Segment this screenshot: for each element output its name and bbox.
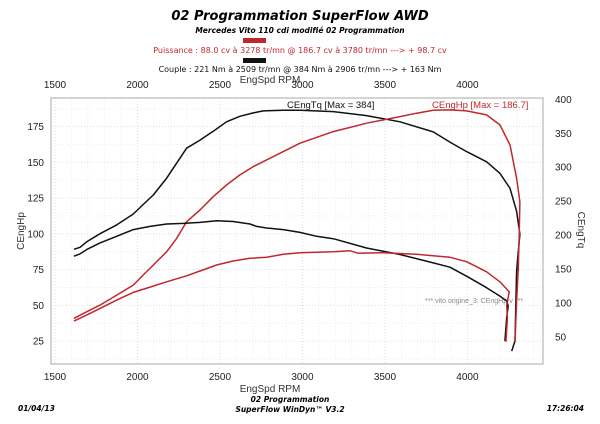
power-summary: Puissance : 88.0 cv à 3278 tr/mn @ 186.7… [153, 46, 447, 55]
torque-swatch [243, 58, 266, 63]
footer-time: 17:26:04 [547, 404, 584, 413]
y-tick-left: 150 [27, 158, 44, 169]
series-line-cenghp [73, 109, 521, 342]
y-tick-right: 200 [555, 231, 572, 242]
y-tick-right: 300 [555, 163, 572, 174]
footer-software: SuperFlow WinDyn™ V3.2 [235, 405, 344, 414]
annotation: *** vito origine_3: CEngHp-v *** [425, 298, 523, 305]
plot-frame [50, 97, 544, 365]
x-tick-top: 2000 [126, 80, 149, 91]
y-tick-left: 100 [27, 229, 44, 240]
y-tick-right: 100 [555, 298, 572, 309]
y-tick-right: 50 [555, 332, 567, 343]
power-swatch [243, 38, 266, 43]
x-tick-top: 4000 [456, 80, 479, 91]
x-tick-bottom: 4000 [456, 372, 479, 383]
x-tick-bottom: 1500 [44, 372, 67, 383]
footer-date: 01/04/13 [18, 404, 55, 413]
x-axis-label-top: EngSpd RPM [240, 75, 301, 86]
y-tick-left: 50 [33, 301, 45, 312]
x-tick-bottom: 3000 [291, 372, 314, 383]
x-tick-bottom: 2500 [209, 372, 232, 383]
series-line-cengtq [73, 109, 521, 352]
x-tick-top: 1500 [44, 80, 67, 91]
y-tick-left: 75 [33, 265, 45, 276]
y-tick-left: 25 [33, 337, 45, 348]
y-tick-left: 175 [27, 122, 44, 133]
series-line-vito-origine-3-cengtq [73, 220, 509, 341]
y-tick-right: 400 [555, 95, 572, 106]
legend-torque: CEngTq [Max = 384] [287, 100, 374, 111]
torque-summary: Couple : 221 Nm à 2509 tr/mn @ 384 Nm à … [159, 65, 442, 74]
legend-power: CEngHp [Max = 186.7] [432, 100, 528, 111]
y-axis-label-right: CEngTq [575, 212, 586, 249]
x-tick-bottom: 3500 [374, 372, 397, 383]
chart-subtitle: Mercedes Vito 110 cdi modifié 02 Program… [195, 26, 404, 35]
x-axis-label-bottom: EngSpd RPM [240, 384, 301, 395]
x-tick-bottom: 2000 [126, 372, 149, 383]
y-tick-right: 250 [555, 197, 572, 208]
y-tick-right: 350 [555, 129, 572, 140]
y-axis-label-left: CEngHp [16, 212, 27, 250]
footer-brand: 02 Programmation [251, 395, 330, 404]
chart-title: 02 Programmation SuperFlow AWD [171, 9, 428, 24]
y-tick-right: 150 [555, 265, 572, 276]
x-tick-top: 2500 [209, 80, 232, 91]
x-tick-top: 3000 [291, 80, 314, 91]
x-tick-top: 3500 [374, 80, 397, 91]
y-tick-left: 125 [27, 194, 44, 205]
series-line-vito-origine-3-cenghp [73, 249, 510, 342]
